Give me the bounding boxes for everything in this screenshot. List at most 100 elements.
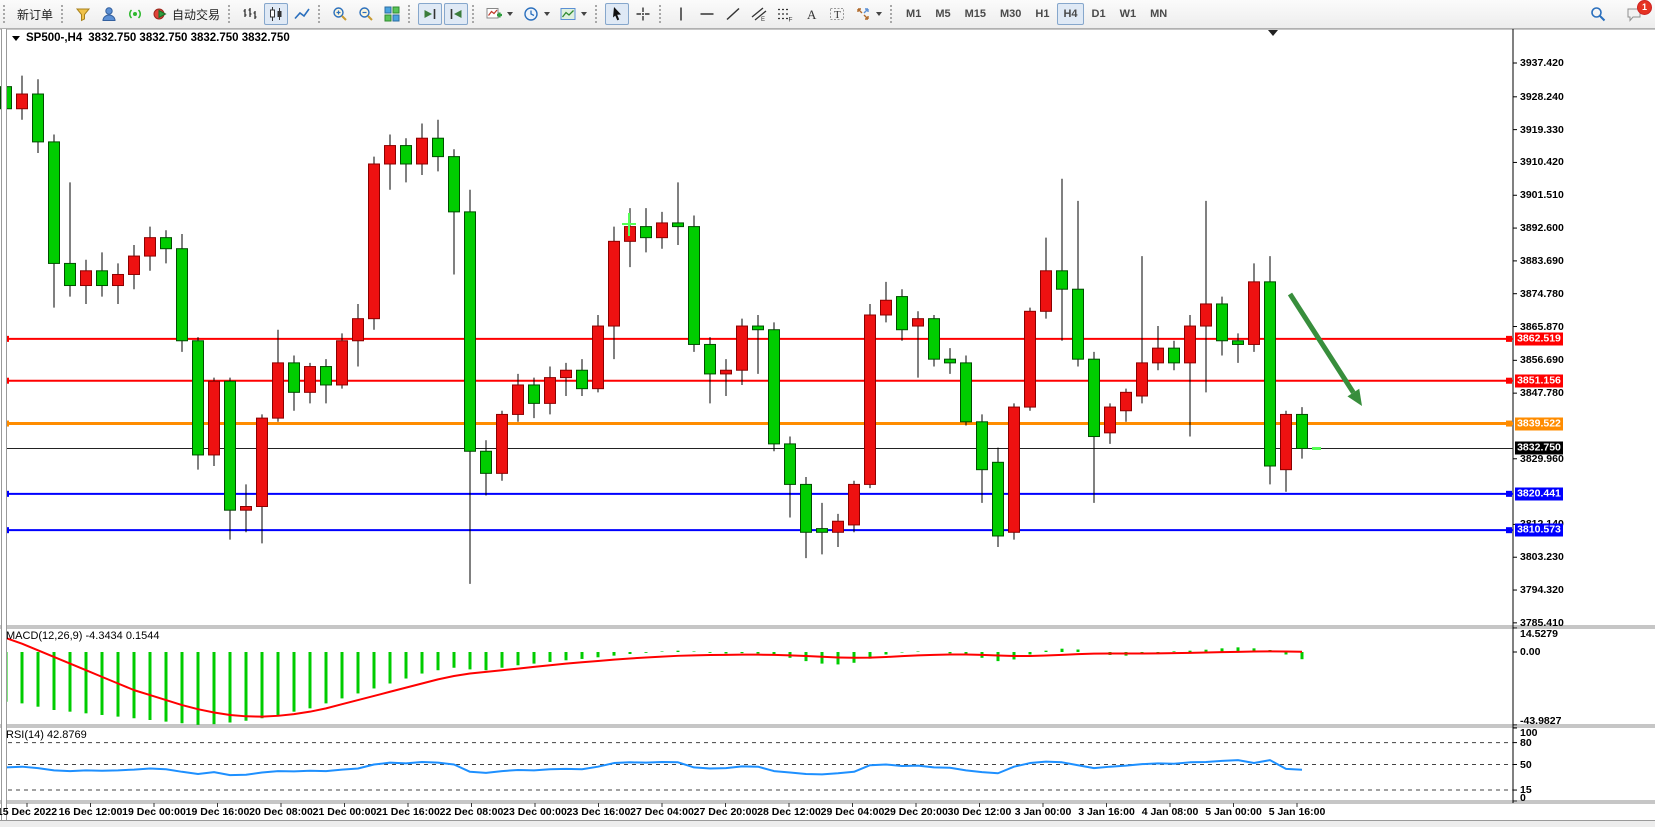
chart-title-toggle-icon[interactable] xyxy=(12,35,20,41)
candles-icon xyxy=(270,7,282,21)
toolbar-grip xyxy=(659,5,664,23)
price-axis-tick: 3892.600 xyxy=(1520,222,1564,235)
price-axis-tick: 3874.780 xyxy=(1520,287,1564,300)
zoom-out-button[interactable] xyxy=(354,3,378,25)
time-axis-label: 5 Jan 16:00 xyxy=(1268,806,1326,818)
toolbar-group xyxy=(604,1,656,27)
arrows-tool[interactable] xyxy=(851,3,886,25)
chart-profiles-button[interactable] xyxy=(556,3,591,25)
timeframe-h1-button[interactable]: H1 xyxy=(1035,8,1050,20)
price-axis-tick: 3847.780 xyxy=(1520,387,1564,400)
zoomin-icon xyxy=(333,7,347,21)
timeframe-h4-button[interactable]: H4 xyxy=(1057,3,1084,25)
price-axis-tick: 3928.240 xyxy=(1520,90,1564,103)
horizontal-level-lines xyxy=(3,335,1513,534)
toolbar-group: 自动交易 xyxy=(70,1,225,27)
time-axis-label: 29 Dec 04:00 xyxy=(820,806,885,818)
toolbar-grip xyxy=(318,5,323,23)
time-axis-label: 3 Jan 00:00 xyxy=(1014,806,1072,818)
time-axis-label: 23 Dec 00:00 xyxy=(503,806,567,818)
timeframe-m30-button[interactable]: M30 xyxy=(1000,8,1022,20)
price-axis-tick: 3794.320 xyxy=(1520,584,1564,597)
buy-cross-marker[interactable] xyxy=(622,213,636,236)
rsi-axis-tick: 15 xyxy=(1520,784,1532,797)
auto-scroll-button[interactable] xyxy=(418,3,443,25)
notifications-icon[interactable]: 1 xyxy=(1622,0,1652,25)
zoomout-icon xyxy=(359,7,373,21)
toolbar-group xyxy=(417,1,469,27)
timeframe-mn-button[interactable]: MN xyxy=(1150,8,1168,20)
timeframe-m5-button[interactable]: M5 xyxy=(935,8,951,20)
price-axis-tick: 3937.420 xyxy=(1520,57,1564,69)
tile-windows-button[interactable] xyxy=(380,3,404,25)
period-clock-button[interactable] xyxy=(519,3,554,25)
timeframe-w1-button[interactable]: W1 xyxy=(1119,8,1137,20)
support-person-icon[interactable] xyxy=(97,3,121,25)
timeframe-m1-button[interactable]: M1 xyxy=(906,8,922,20)
horizontal-line-tool[interactable] xyxy=(695,3,719,25)
toolbar-grip xyxy=(890,5,895,23)
toolbar-grip xyxy=(408,5,413,23)
trendline-tool[interactable] xyxy=(721,3,745,25)
toolbar-right-icons: 1 xyxy=(1585,0,1652,26)
status-strip xyxy=(0,820,1655,827)
new-chart-button[interactable] xyxy=(482,3,517,25)
rsi-value: 42.8769 xyxy=(46,729,87,741)
current-price-badge: 3832.750 xyxy=(1515,441,1563,455)
search-icon[interactable] xyxy=(1586,3,1610,25)
time-axis-label: 28 Dec 12:00 xyxy=(757,806,821,818)
text-label-tool[interactable]: T xyxy=(825,3,849,25)
toolbar-grip xyxy=(61,5,66,23)
channel-tool[interactable]: E xyxy=(747,3,771,25)
time-axis-label: 27 Dec 20:00 xyxy=(693,806,758,818)
toolbar-grip xyxy=(595,5,600,23)
toolbar-group xyxy=(237,1,315,27)
candlestick-series xyxy=(0,57,1308,584)
vertical-line-tool[interactable] xyxy=(669,3,693,25)
time-axis-label: 23 Dec 16:00 xyxy=(566,806,631,818)
price-axis-tick: 3785.410 xyxy=(1520,616,1564,629)
textA-icon: A xyxy=(807,7,817,22)
toolbar-group xyxy=(327,1,405,27)
crosshair-tool-button[interactable] xyxy=(631,3,655,25)
line-chart-button[interactable] xyxy=(290,3,314,25)
macd-histogram xyxy=(4,647,1304,725)
trend-arrow-annotation[interactable] xyxy=(1287,292,1362,406)
auto-trading-button[interactable]: 自动交易 xyxy=(149,3,224,25)
rsi-label: RSI(14) 42.8769 xyxy=(6,729,87,741)
new-order-button[interactable]: 新订单 xyxy=(13,3,57,25)
funnel-icon[interactable] xyxy=(71,3,95,25)
zoom-in-button[interactable] xyxy=(328,3,352,25)
candlestick-chart-button[interactable] xyxy=(264,3,289,25)
price-axis-tick: 3803.230 xyxy=(1520,551,1564,564)
timeframe-d1-button[interactable]: D1 xyxy=(1091,8,1106,20)
dropdown-caret-icon xyxy=(581,12,588,16)
chart-title: SP500-,H4 3832.750 3832.750 3832.750 383… xyxy=(12,32,290,44)
timeframe-m15-button[interactable]: M15 xyxy=(964,8,986,20)
arrows-icon xyxy=(857,8,869,20)
price-axis-tick: 3829.960 xyxy=(1520,452,1564,465)
channel-icon: E xyxy=(751,7,767,22)
text-tool[interactable]: A xyxy=(799,3,823,25)
rsi-axis-tick: 80 xyxy=(1520,736,1532,749)
time-axis-label: 30 Dec 12:00 xyxy=(947,806,1012,818)
time-axis-label: 16 Dec 12:00 xyxy=(58,806,123,818)
new-order-button-label: 新订单 xyxy=(17,7,54,22)
toolbar-group: 新订单 xyxy=(12,1,58,27)
chart-shift-marker-icon[interactable] xyxy=(1268,30,1278,36)
chart-ohlc-values: 3832.750 3832.750 3832.750 3832.750 xyxy=(88,32,290,44)
bars-icon xyxy=(243,8,257,19)
cursor-tool-button[interactable] xyxy=(605,3,630,25)
chart-shift-button[interactable] xyxy=(444,3,469,25)
price-axis-tick: 3883.690 xyxy=(1520,254,1564,267)
funnel-icon xyxy=(75,8,91,22)
bar-chart-button[interactable] xyxy=(238,3,262,25)
market-signal-icon[interactable] xyxy=(123,3,147,25)
textT-icon: T xyxy=(830,8,845,21)
time-axis-label: 15 Dec 2022 xyxy=(0,806,58,818)
toolbar-grip xyxy=(3,5,8,23)
fibonacci-tool[interactable]: F xyxy=(773,3,797,25)
macd-name: MACD(12,26,9) xyxy=(6,630,83,642)
